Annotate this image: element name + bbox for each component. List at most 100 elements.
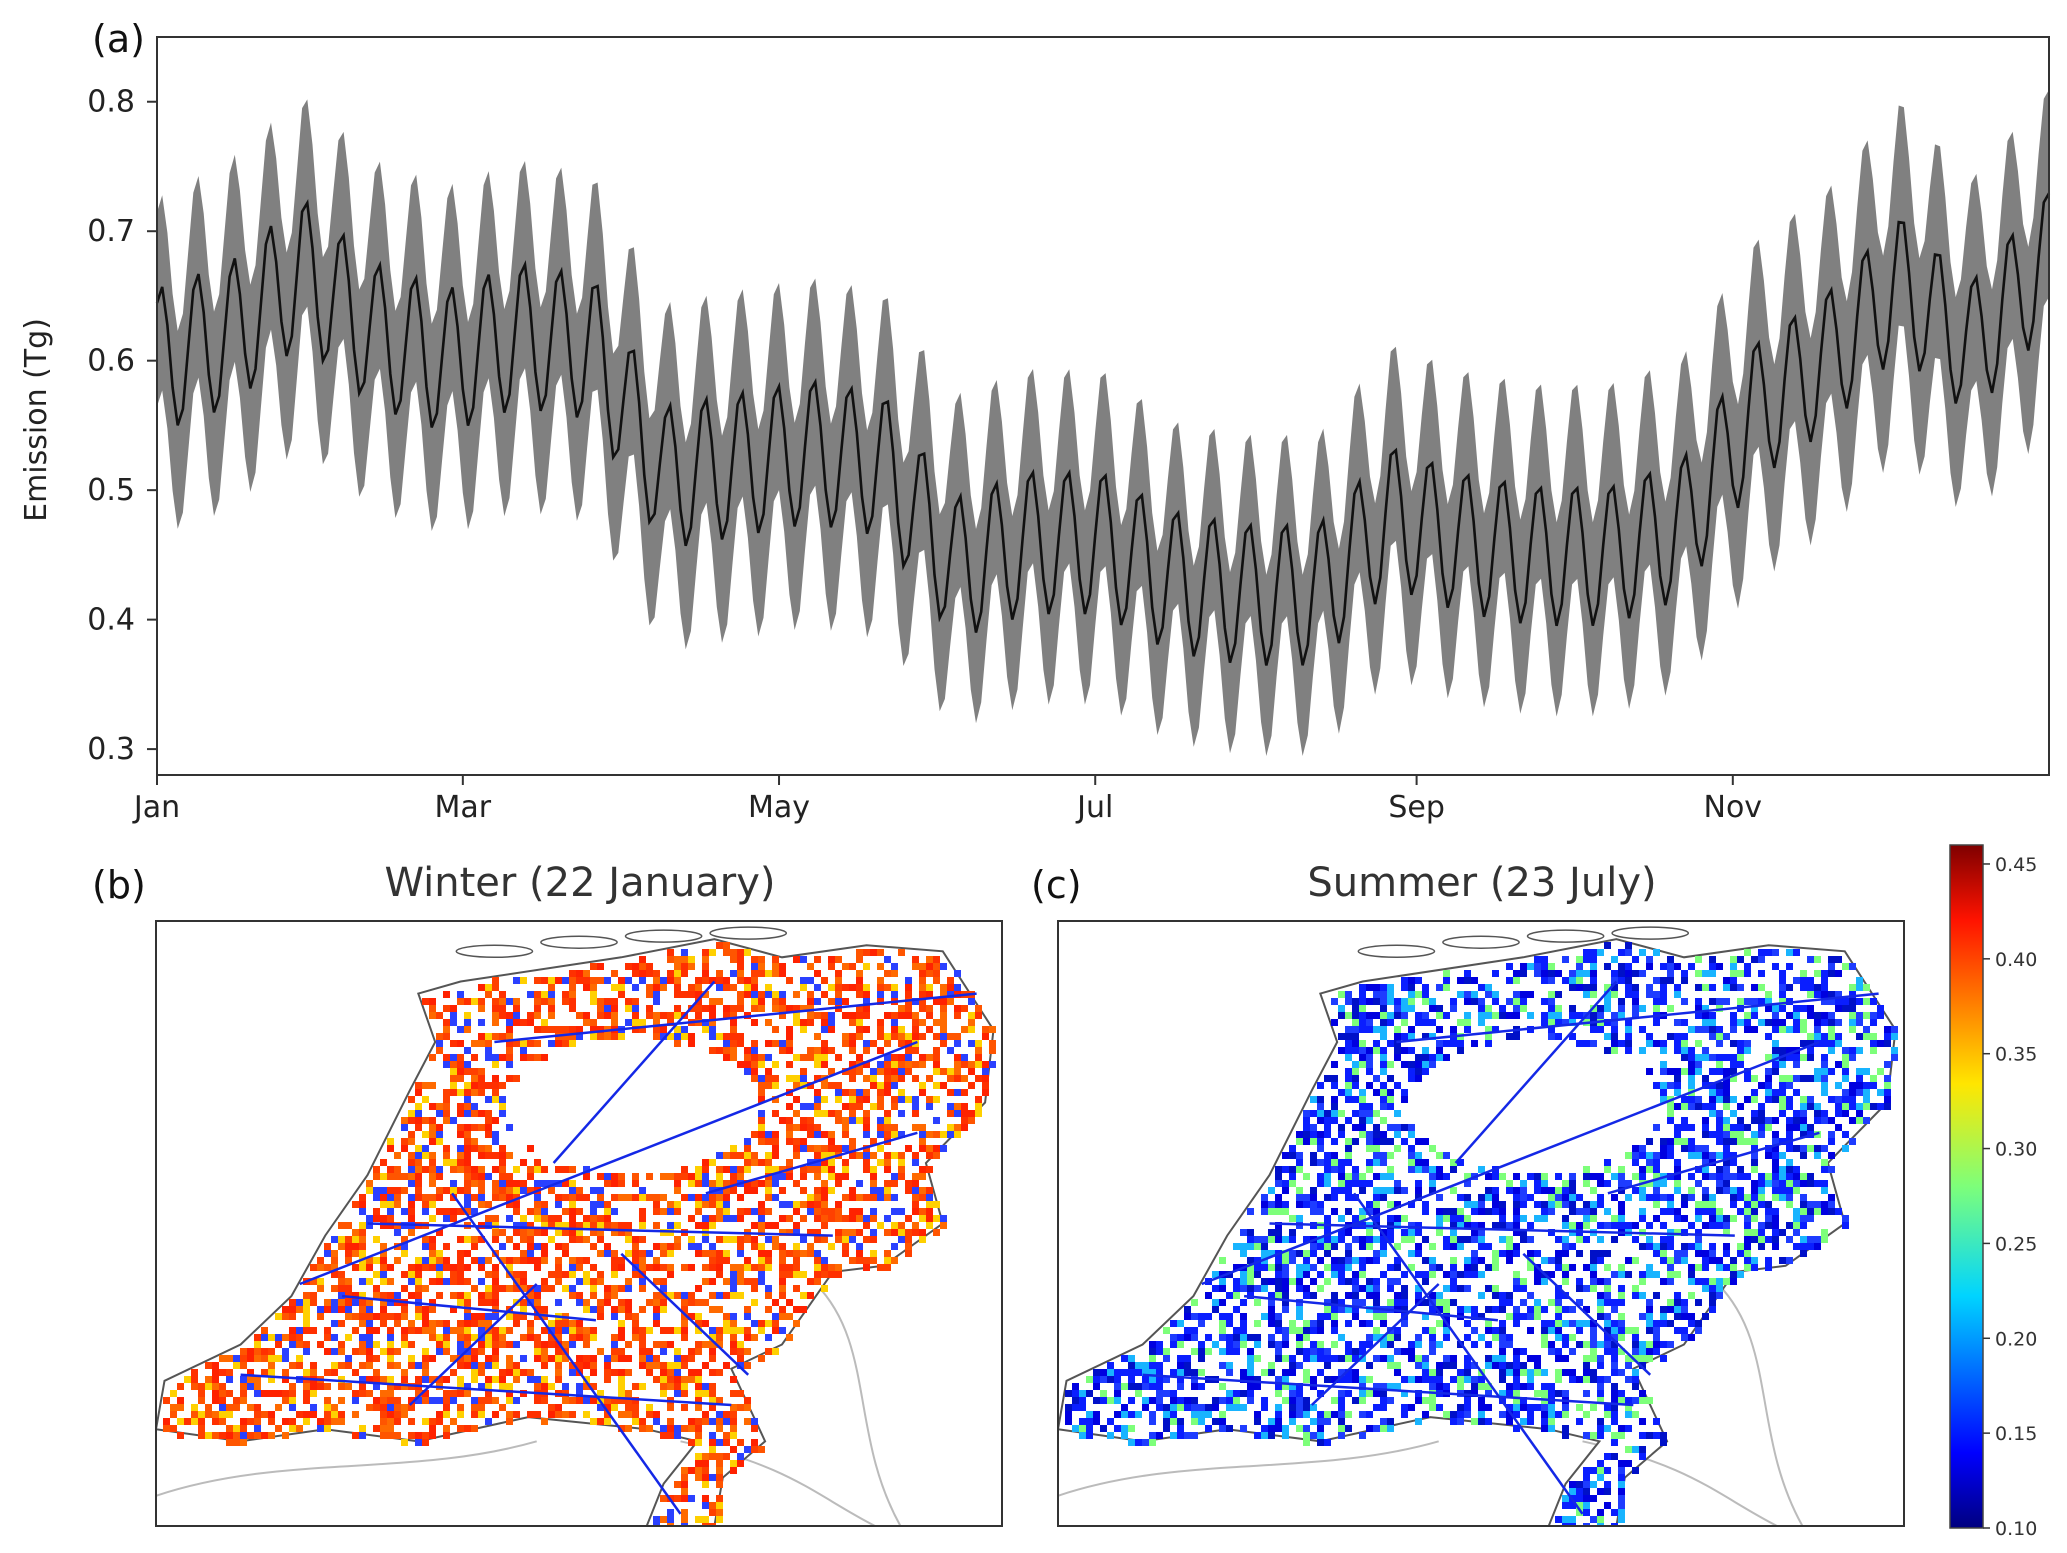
emission-cell: [779, 1012, 786, 1019]
emission-cell: [1744, 1173, 1751, 1180]
emission-cell: [1674, 1047, 1681, 1054]
emission-cell: [863, 1096, 870, 1103]
emission-cell: [1233, 1243, 1240, 1250]
emission-cell: [597, 1348, 604, 1355]
emission-cell: [639, 963, 646, 970]
emission-cell: [828, 1068, 835, 1075]
emission-cell: [443, 1320, 450, 1327]
emission-cell: [730, 949, 737, 956]
emission-cell: [443, 1327, 450, 1334]
emission-cell: [387, 1299, 394, 1306]
emission-cell: [1674, 1173, 1681, 1180]
emission-cell: [422, 1243, 429, 1250]
emission-cell: [751, 1439, 758, 1446]
emission-cell: [541, 1257, 548, 1264]
emission-cell: [1394, 1005, 1401, 1012]
emission-cell: [1303, 1138, 1310, 1145]
emission-cell: [457, 1264, 464, 1271]
emission-cell: [1506, 1033, 1513, 1040]
emission-cell: [457, 1166, 464, 1173]
emission-cell: [709, 1334, 716, 1341]
emission-cell: [457, 1292, 464, 1299]
emission-cell: [1499, 1012, 1506, 1019]
emission-cell: [527, 1334, 534, 1341]
emission-cell: [730, 1292, 737, 1299]
emission-cell: [261, 1355, 268, 1362]
emission-cell: [653, 1264, 660, 1271]
emission-cell: [1583, 1201, 1590, 1208]
emission-cell: [632, 1250, 639, 1257]
emission-cell: [464, 1264, 471, 1271]
emission-cell: [422, 1096, 429, 1103]
emission-cell: [1576, 1208, 1583, 1215]
emission-cell: [1513, 1348, 1520, 1355]
emission-cell: [352, 1292, 359, 1299]
emission-cell: [681, 991, 688, 998]
emission-cell: [191, 1418, 198, 1425]
emission-cell: [1324, 1075, 1331, 1082]
emission-cell: [1275, 1341, 1282, 1348]
emission-cell: [366, 1341, 373, 1348]
emission-cell: [1695, 1096, 1702, 1103]
emission-cell: [1667, 977, 1674, 984]
emission-cell: [387, 1362, 394, 1369]
emission-cell: [1394, 1040, 1401, 1047]
emission-cell: [1380, 1019, 1387, 1026]
emission-cell: [688, 991, 695, 998]
emission-cell: [443, 1215, 450, 1222]
emission-cell: [611, 1271, 618, 1278]
emission-cell: [247, 1348, 254, 1355]
emission-cell: [1674, 1313, 1681, 1320]
emission-cell: [1303, 1257, 1310, 1264]
emission-cell: [814, 1250, 821, 1257]
emission-cell: [177, 1418, 184, 1425]
emission-cell: [289, 1418, 296, 1425]
emission-cell: [737, 1439, 744, 1446]
emission-cell: [289, 1390, 296, 1397]
emission-cell: [1702, 1257, 1709, 1264]
emission-cell: [800, 1026, 807, 1033]
emission-cell: [583, 1397, 590, 1404]
emission-cell: [534, 1341, 541, 1348]
emission-cell: [1709, 1089, 1716, 1096]
emission-cell: [814, 1131, 821, 1138]
emission-cell: [1730, 1061, 1737, 1068]
border-line: [156, 1440, 537, 1497]
emission-cell: [1415, 1138, 1422, 1145]
emission-cell: [814, 1166, 821, 1173]
emission-cell: [1751, 1236, 1758, 1243]
emission-cell: [380, 1306, 387, 1313]
emission-cell: [1282, 1201, 1289, 1208]
emission-cell: [807, 1047, 814, 1054]
emission-cell: [219, 1418, 226, 1425]
emission-cell: [1324, 1124, 1331, 1131]
emission-cell: [1653, 1243, 1660, 1250]
emission-cell: [1772, 1222, 1779, 1229]
emission-cell: [1317, 1285, 1324, 1292]
emission-cell: [730, 1236, 737, 1243]
emission-cell: [1821, 1082, 1828, 1089]
emission-cell: [1646, 1040, 1653, 1047]
emission-cell: [464, 998, 471, 1005]
emission-cell: [1737, 1208, 1744, 1215]
emission-cell: [597, 1215, 604, 1222]
emission-cell: [457, 1208, 464, 1215]
emission-cell: [499, 1369, 506, 1376]
emission-cell: [1590, 1250, 1597, 1257]
emission-cell: [1786, 1117, 1793, 1124]
emission-cell: [1660, 1208, 1667, 1215]
emission-cell: [1380, 984, 1387, 991]
emission-cell: [191, 1376, 198, 1383]
emission-cell: [1688, 1313, 1695, 1320]
emission-cell: [1401, 977, 1408, 984]
emission-cell: [1639, 1208, 1646, 1215]
emission-cell: [1688, 1187, 1695, 1194]
emission-cell: [709, 1418, 716, 1425]
emission-cell: [1443, 1173, 1450, 1180]
emission-cell: [611, 1194, 618, 1201]
emission-cell: [457, 1131, 464, 1138]
emission-cell: [765, 970, 772, 977]
emission-cell: [1387, 984, 1394, 991]
emission-cell: [1331, 1257, 1338, 1264]
emission-cell: [1737, 1187, 1744, 1194]
